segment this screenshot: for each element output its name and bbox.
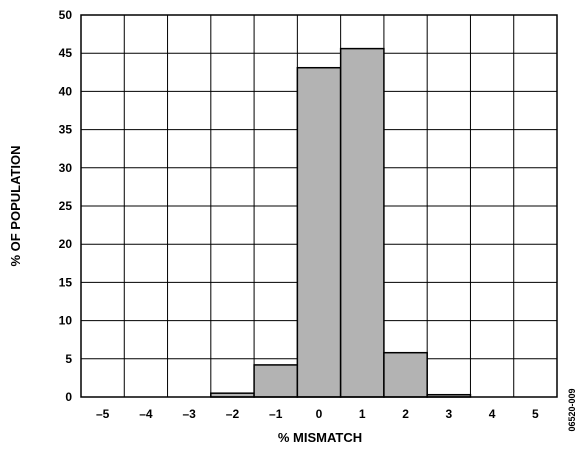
x-tick-label: –1 [269, 407, 283, 421]
x-axis-label: % MISMATCH [278, 430, 362, 445]
y-tick-label: 30 [59, 161, 73, 175]
x-tick-label: 1 [359, 407, 366, 421]
x-tick-label: –3 [183, 407, 197, 421]
x-tick-label: 2 [402, 407, 409, 421]
figure-id: 06520-009 [567, 388, 577, 431]
y-tick-label: 20 [59, 237, 73, 251]
x-tick-label: –2 [226, 407, 240, 421]
y-tick-label: 25 [59, 199, 73, 213]
bar-0 [296, 66, 342, 398]
x-tick-label: 0 [316, 407, 323, 421]
bar--1 [253, 364, 299, 398]
bar-2 [383, 351, 428, 398]
y-tick-label: 15 [59, 275, 73, 289]
x-tick-label: 5 [532, 407, 539, 421]
y-tick-label: 45 [59, 46, 73, 60]
y-tick-label: 35 [59, 123, 73, 137]
y-tick-label: 0 [65, 390, 72, 404]
y-tick-label: 10 [59, 314, 73, 328]
x-tick-label: 4 [489, 407, 496, 421]
x-tick-label: 3 [445, 407, 452, 421]
bar-1 [339, 47, 385, 398]
y-tick-label: 5 [65, 352, 72, 366]
bars-layer [210, 47, 472, 398]
y-tick-label: 50 [59, 8, 73, 22]
x-tick-label: –4 [139, 407, 153, 421]
frame-layer [80, 14, 558, 398]
y-tick-label: 40 [59, 84, 73, 98]
y-axis-label: % OF POPULATION [8, 145, 23, 266]
plot-frame [80, 14, 558, 398]
x-tick-label: –5 [96, 407, 110, 421]
